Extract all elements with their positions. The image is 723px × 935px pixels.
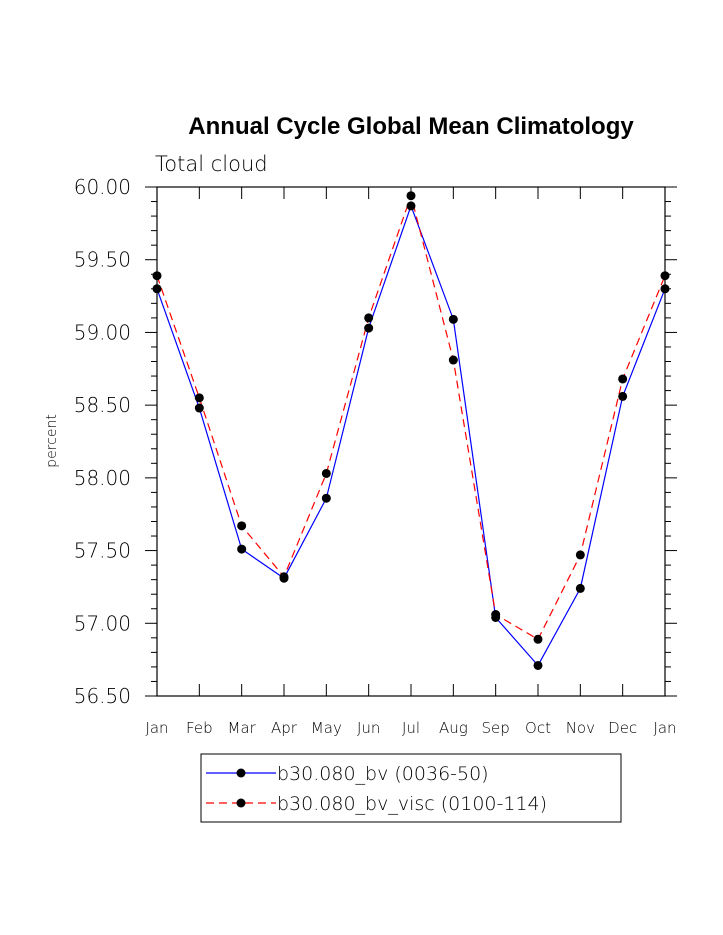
chart-subtitle: Total cloud	[155, 152, 268, 176]
legend-marker-series-2	[236, 798, 246, 808]
x-tick-label: Dec	[608, 719, 637, 737]
data-point-series-2	[237, 521, 247, 531]
data-point-series-2	[575, 550, 585, 560]
y-tick-label: 59.50	[74, 248, 131, 272]
x-tick-label: Aug	[439, 719, 468, 737]
x-tick-label: Jan	[145, 719, 168, 737]
data-point-series-2	[533, 634, 543, 644]
series-line-2	[156, 193, 666, 641]
data-point-series-2	[152, 271, 162, 281]
y-tick-label: 58.00	[74, 466, 131, 490]
x-tick-label: Jan	[653, 719, 676, 737]
data-point-series-1	[660, 284, 670, 294]
legend-label-series-2: b30.080_bv_visc (0100-114)	[277, 793, 547, 815]
data-point-series-2	[660, 271, 670, 281]
x-tick-label: Nov	[566, 719, 595, 737]
y-tick-label: 57.00	[74, 611, 131, 635]
data-point-series-2	[448, 355, 458, 365]
x-tick-label: Jun	[357, 719, 380, 737]
x-tick-label: Mar	[228, 719, 257, 737]
legend-box	[200, 753, 622, 823]
y-tick-label: 59.00	[74, 320, 131, 344]
legend-label-series-1: b30.080_bv (0036-50)	[277, 763, 489, 785]
x-tick-label: Feb	[186, 719, 213, 737]
y-axis-label: percent	[44, 414, 60, 468]
y-tick-label: 58.50	[74, 393, 131, 417]
series-group	[152, 191, 670, 670]
data-point-series-2	[279, 572, 289, 582]
data-point-series-1	[237, 544, 247, 554]
data-point-series-1	[533, 660, 543, 670]
legend: b30.080_bv (0036-50) b30.080_bv_visc (01…	[200, 753, 622, 823]
data-point-series-1	[321, 493, 331, 503]
chart-title: Annual Cycle Global Mean Climatology	[188, 113, 634, 140]
data-point-series-2	[364, 313, 374, 323]
y-tick-label: 57.50	[74, 539, 131, 563]
y-tick-label: 60.00	[74, 175, 131, 199]
x-tick-label: May	[311, 719, 342, 737]
data-point-series-1	[364, 323, 374, 333]
x-tick-label: Jul	[402, 719, 420, 737]
data-point-series-1	[152, 284, 162, 294]
axis-ticks: Jan Feb Mar Apr May Jun Jul Aug Sep Oct Nov Dec Jan 5…	[74, 175, 677, 737]
data-point-series-1	[194, 403, 204, 413]
legend-marker-series-1	[236, 768, 246, 778]
series-line-1	[156, 204, 666, 667]
x-tick-label: Apr	[271, 719, 298, 737]
plot-frame	[156, 186, 666, 697]
data-point-series-2	[491, 610, 501, 620]
data-point-series-2	[194, 393, 204, 403]
data-point-series-2	[406, 191, 416, 201]
data-point-series-1	[618, 391, 628, 401]
data-point-series-2	[618, 374, 628, 384]
data-point-series-2	[321, 468, 331, 478]
y-tick-label: 56.50	[74, 684, 131, 708]
x-tick-label: Sep	[482, 719, 510, 737]
data-point-series-1	[575, 583, 585, 593]
data-point-series-1	[448, 314, 458, 324]
x-tick-label: Oct	[525, 719, 551, 737]
data-point-series-1	[406, 201, 416, 211]
